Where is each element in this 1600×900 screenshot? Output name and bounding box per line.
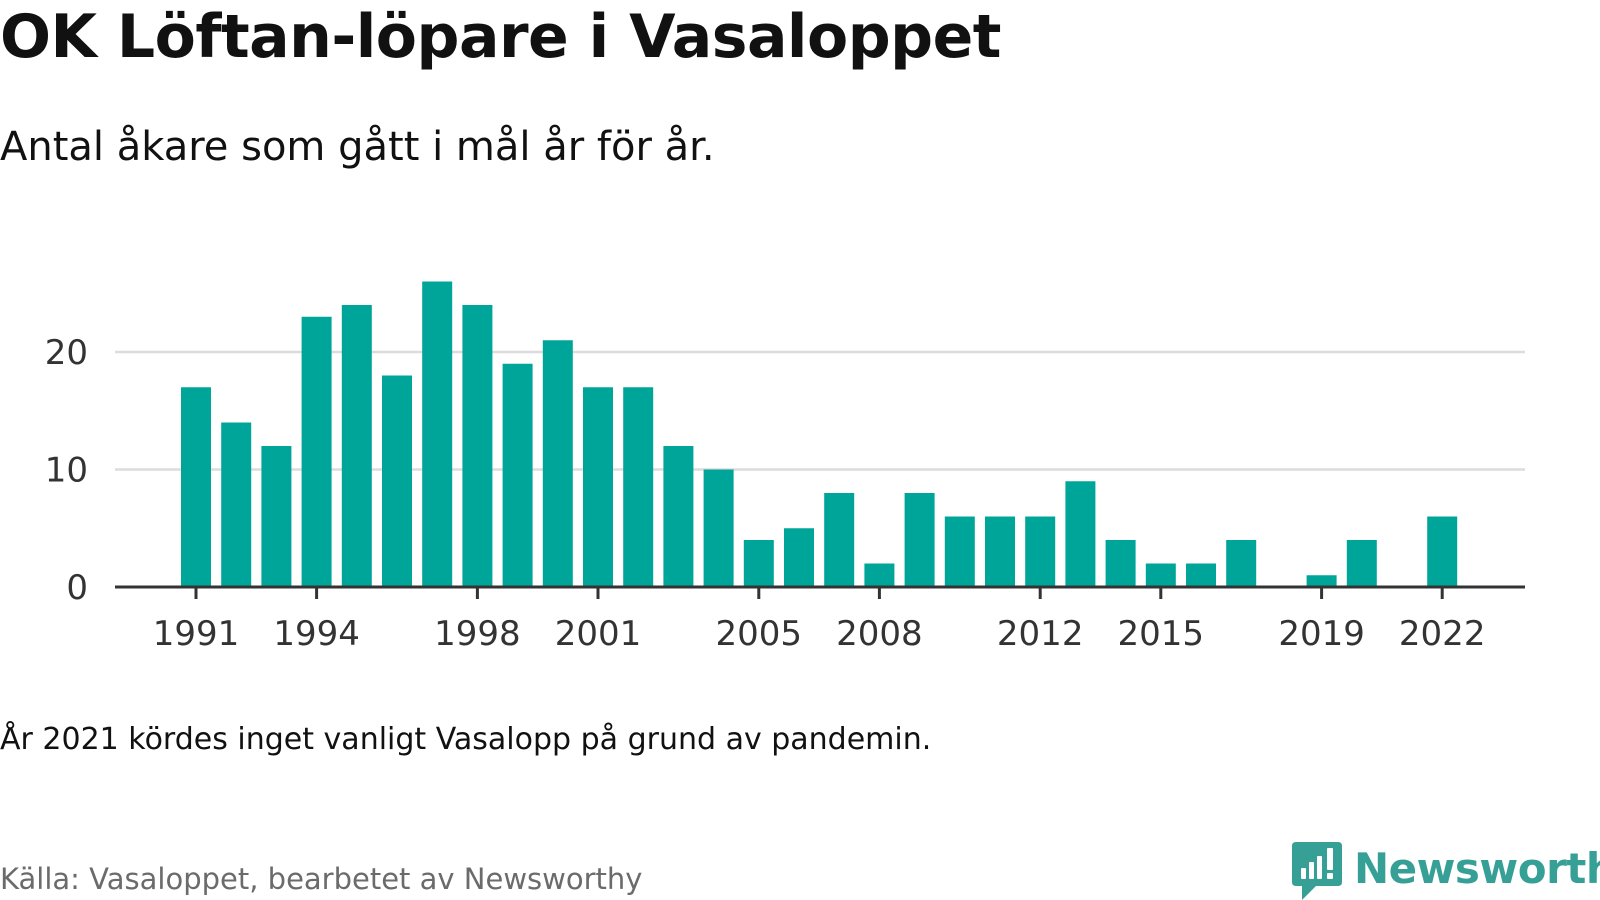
bar-2000	[542, 340, 573, 587]
bar-2022	[1427, 516, 1458, 587]
bar-2013	[1065, 481, 1096, 587]
bar-chart: 0 10 20 1991 1994 1998 2001 2005 2008 2012 2015 201…	[45, 281, 1525, 654]
x-tick-label: 2001	[555, 614, 642, 654]
bar-1991	[181, 387, 211, 587]
bar-2006	[784, 528, 814, 587]
bar-1994	[301, 316, 332, 587]
x-tick-label: 2022	[1399, 614, 1486, 654]
bar-1993	[261, 446, 292, 587]
bar-2008	[864, 563, 895, 587]
newsworthy-logo-icon	[1292, 842, 1342, 900]
x-tick-label: 2005	[716, 614, 803, 654]
bar-2014	[1105, 540, 1136, 587]
bar-1998	[462, 305, 493, 587]
bar-2017	[1226, 540, 1257, 587]
x-tick-label: 1991	[153, 614, 240, 654]
y-tick-label: 20	[45, 333, 88, 373]
bar-2002	[623, 387, 654, 587]
x-tick-label: 2008	[836, 614, 923, 654]
x-tick-label: 1994	[273, 614, 360, 654]
bar-2003	[663, 446, 694, 587]
axes: 0 10 20 1991 1994 1998 2001 2005 2008 2012 2015 201…	[45, 333, 1525, 654]
bar-2011	[985, 516, 1015, 587]
bar-1995	[341, 305, 372, 587]
x-tick-label: 2019	[1278, 614, 1365, 654]
bar-2009	[904, 493, 935, 587]
bar-2010	[944, 516, 975, 587]
bars	[181, 281, 1458, 587]
x-tick-label: 2015	[1118, 614, 1205, 654]
chart-note: År 2021 kördes inget vanligt Vasalopp på…	[0, 722, 932, 757]
source-text: Källa: Vasaloppet, bearbetet av Newswort…	[0, 862, 643, 896]
chart-title: OK Löftan-löpare i Vasaloppet	[0, 2, 1002, 72]
bar-2004	[703, 469, 734, 587]
bar-1996	[382, 375, 412, 587]
bar-2020	[1346, 540, 1377, 587]
newsworthy-logo: Newsworthy	[1292, 842, 1600, 900]
bar-2016	[1186, 563, 1216, 587]
x-tick-label: 2012	[997, 614, 1084, 654]
bar-2007	[824, 493, 855, 587]
bar-2001	[583, 387, 613, 587]
x-tick-label: 1998	[434, 614, 521, 654]
bar-1997	[422, 281, 453, 587]
bar-2019	[1306, 575, 1337, 587]
bar-1999	[502, 363, 533, 587]
y-tick-label: 0	[66, 568, 88, 608]
brand-name: Newsworthy	[1354, 844, 1600, 893]
bar-2015	[1145, 563, 1176, 587]
bar-2012	[1025, 516, 1056, 587]
bar-1992	[221, 422, 252, 587]
bar-2005	[743, 540, 774, 587]
y-tick-label: 10	[45, 451, 88, 491]
chart-subtitle: Antal åkare som gått i mål år för år.	[0, 124, 715, 170]
